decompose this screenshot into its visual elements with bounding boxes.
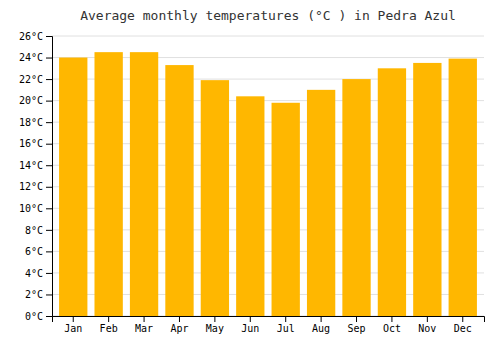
tick-mark	[46, 36, 52, 37]
tick-label: 20°C	[19, 95, 43, 106]
tick-mark	[250, 316, 251, 322]
tick: Oct	[383, 316, 401, 334]
tick: 0°C	[25, 311, 52, 322]
tick-label: Mar	[135, 323, 153, 334]
tick-mark	[46, 294, 52, 295]
tick-label: Jun	[241, 323, 259, 334]
tick-mark	[462, 316, 463, 322]
bar	[449, 59, 477, 316]
tick-mark	[46, 58, 52, 59]
bar	[342, 79, 370, 316]
tick-mark	[46, 144, 52, 145]
tick: May	[206, 316, 224, 334]
axis-line	[46, 37, 53, 317]
tick-label: Jul	[277, 323, 295, 334]
tick-label: 0°C	[25, 311, 43, 322]
bar	[307, 90, 335, 316]
tick: 4°C	[25, 268, 52, 279]
tick: 14°C	[19, 160, 52, 171]
tick-mark	[46, 208, 52, 209]
tick-label: Apr	[170, 323, 188, 334]
tick-label: Feb	[100, 323, 118, 334]
bar	[201, 80, 229, 316]
tick: Nov	[418, 316, 436, 334]
tick-label: 8°C	[25, 225, 43, 236]
tick-label: 10°C	[19, 203, 43, 214]
tick-mark	[144, 316, 145, 322]
tick: Aug	[312, 316, 330, 334]
axis-line	[53, 317, 485, 323]
tick: Jul	[277, 316, 295, 334]
tick: Sep	[347, 316, 365, 334]
tick-mark	[214, 316, 215, 322]
tick-label: May	[206, 323, 224, 334]
tick: 12°C	[19, 181, 52, 192]
grid	[52, 36, 484, 316]
tick-label: 6°C	[25, 246, 43, 257]
title: Average monthly temperatures (°C ) in Pe…	[80, 8, 456, 23]
tick: Apr	[170, 316, 188, 334]
tick-label: 22°C	[19, 74, 43, 85]
tick-mark	[46, 122, 52, 123]
tick-mark	[46, 230, 52, 231]
bar	[94, 52, 122, 316]
tick-mark	[427, 316, 428, 322]
tick-mark	[321, 316, 322, 322]
tick-mark	[46, 273, 52, 274]
tick-label: 2°C	[25, 289, 43, 300]
tick: Jan	[64, 316, 82, 334]
tick: 6°C	[25, 246, 52, 257]
tick-mark	[46, 165, 52, 166]
tick-label: 16°C	[19, 138, 43, 149]
tick-label: 12°C	[19, 181, 43, 192]
tick: 18°C	[19, 117, 52, 128]
tick-mark	[46, 316, 52, 317]
tick: 2°C	[25, 289, 52, 300]
bar	[236, 96, 264, 316]
bar	[413, 63, 441, 316]
tick: 16°C	[19, 138, 52, 149]
bar	[130, 52, 158, 316]
grid-line	[52, 36, 484, 37]
tick-label: 14°C	[19, 160, 43, 171]
tick-label: 18°C	[19, 117, 43, 128]
bar	[59, 58, 87, 316]
tick: Feb	[100, 316, 118, 334]
bar	[272, 103, 300, 316]
tick-mark	[46, 187, 52, 188]
tick: 22°C	[19, 74, 52, 85]
tick: 26°C	[19, 31, 52, 42]
tick-mark	[108, 316, 109, 322]
bars	[59, 52, 477, 316]
tick: Dec	[454, 316, 472, 334]
chart: 0°C 2°C 4°C 6°C 8°C 10°C 12°C 14°C 16°C 18°C 20°C 2…	[0, 0, 500, 350]
bar	[378, 68, 406, 316]
tick: 10°C	[19, 203, 52, 214]
bar	[165, 65, 193, 316]
tick-mark	[285, 316, 286, 322]
tick: 8°C	[25, 225, 52, 236]
y-axis: 0°C 2°C 4°C 6°C 8°C 10°C 12°C 14°C 16°C 18°C 20°C 2…	[19, 31, 53, 322]
tick-label: Jan	[64, 323, 82, 334]
tick-label: Dec	[454, 323, 472, 334]
tick-label: Oct	[383, 323, 401, 334]
tick: 24°C	[19, 52, 52, 63]
x-axis: Jan Feb Mar Apr May Jun Jul Aug Sep Oct Nov Dec	[53, 316, 485, 334]
tick-mark	[46, 101, 52, 102]
tick-label: Nov	[418, 323, 436, 334]
tick-mark	[46, 251, 52, 252]
tick-mark	[391, 316, 392, 322]
tick-label: Sep	[347, 323, 365, 334]
tick: 20°C	[19, 95, 52, 106]
tick-label: 24°C	[19, 52, 43, 63]
tick-mark	[73, 316, 74, 322]
tick-label: 26°C	[19, 31, 43, 42]
tick-label: 4°C	[25, 268, 43, 279]
tick-label: Aug	[312, 323, 330, 334]
tick-mark	[179, 316, 180, 322]
tick: Mar	[135, 316, 153, 334]
tick: Jun	[241, 316, 259, 334]
tick-mark	[356, 316, 357, 322]
tick-mark	[46, 79, 52, 80]
